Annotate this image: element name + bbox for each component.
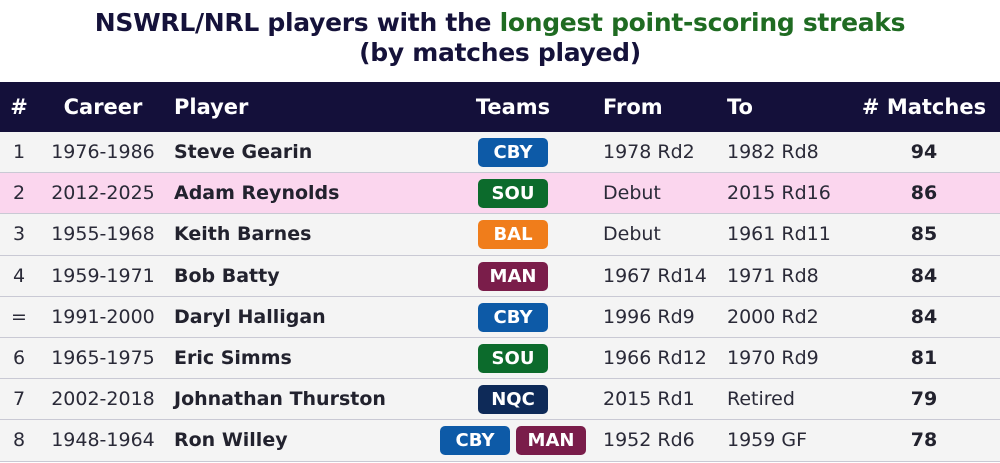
rank-cell: 6 xyxy=(12,346,26,369)
header-player: Player xyxy=(174,95,249,119)
player-cell: Keith Barnes xyxy=(174,223,312,246)
teams-cell: CBY xyxy=(410,297,616,338)
to-cell: 1970 Rd9 xyxy=(727,346,819,369)
player-cell: Johnathan Thurston xyxy=(174,388,386,411)
header-matches: # Matches xyxy=(861,95,987,119)
rank-cell: 8 xyxy=(12,429,26,452)
to-cell: 1961 Rd11 xyxy=(727,223,831,246)
matches-cell: 84 xyxy=(910,264,938,287)
header-from: From xyxy=(603,95,663,119)
career-cell: 1948-1964 xyxy=(51,429,155,452)
career-cell: 1991-2000 xyxy=(51,305,155,328)
player-cell: Adam Reynolds xyxy=(174,182,340,205)
table-row: = 1991-2000 Daryl Halligan CBY 1996 Rd9 2000 … xyxy=(0,296,1000,338)
title-accent: longest point-scoring streaks xyxy=(499,8,906,37)
player-cell: Eric Simms xyxy=(174,346,292,369)
to-cell: 2000 Rd2 xyxy=(727,305,819,328)
team-badge-bal: BAL xyxy=(478,220,548,250)
teams-badge-group: CBY xyxy=(410,132,616,173)
table-row: 3 1955-1968 Keith Barnes BAL Debut 1961 Rd11 8… xyxy=(0,214,1000,256)
table-body: 1 1976-1986 Steve Gearin CBY 1978 Rd2 1982 Rd… xyxy=(0,132,1000,462)
player-cell: Daryl Halligan xyxy=(174,305,326,328)
teams-badge-group: MAN xyxy=(410,256,616,297)
to-cell: 1959 GF xyxy=(727,429,808,452)
teams-badge-group: SOU xyxy=(410,173,616,214)
table-row: 2 2012-2025 Adam Reynolds SOU Debut 2015 Rd16… xyxy=(0,173,1000,215)
teams-cell: SOU xyxy=(410,338,616,379)
team-badge-cby: CBY xyxy=(440,426,510,456)
to-cell: 1982 Rd8 xyxy=(727,141,819,163)
teams-cell: CBY MAN xyxy=(410,420,616,461)
team-badge-nqc: NQC xyxy=(478,385,548,415)
header-rank: # xyxy=(10,95,28,119)
from-cell: Debut xyxy=(603,182,661,205)
title-prefix: NSWRL/NRL players with the xyxy=(94,8,500,37)
team-badge-man: MAN xyxy=(478,261,548,291)
header-teams: Teams xyxy=(475,95,551,119)
from-cell: 1952 Rd6 xyxy=(603,429,695,452)
career-cell: 1976-1986 xyxy=(51,141,155,163)
rank-cell: 1 xyxy=(12,141,26,163)
team-badge-cby: CBY xyxy=(478,138,548,167)
teams-cell: SOU xyxy=(410,173,616,214)
career-cell: 1965-1975 xyxy=(51,346,155,369)
matches-cell: 81 xyxy=(910,346,938,369)
career-cell: 1959-1971 xyxy=(51,264,155,287)
team-badge-cby: CBY xyxy=(478,302,548,332)
from-cell: Debut xyxy=(603,223,661,246)
table-row: 1 1976-1986 Steve Gearin CBY 1978 Rd2 1982 Rd… xyxy=(0,132,1000,174)
team-badge-sou: SOU xyxy=(478,179,548,209)
rank-cell: 4 xyxy=(12,264,26,287)
player-cell: Steve Gearin xyxy=(174,141,313,163)
player-cell: Bob Batty xyxy=(174,264,280,287)
table-row: 4 1959-1971 Bob Batty MAN 1967 Rd14 1971 Rd8 8… xyxy=(0,255,1000,297)
teams-badge-group: CBY MAN xyxy=(410,420,616,461)
matches-cell: 78 xyxy=(910,429,938,452)
teams-cell: CBY xyxy=(410,132,616,173)
matches-cell: 79 xyxy=(910,388,938,411)
table-row: 8 1948-1964 Ron Willey CBY MAN 1952 Rd6 1959 G… xyxy=(0,420,1000,462)
rank-cell: 7 xyxy=(12,388,26,411)
from-cell: 2015 Rd1 xyxy=(603,388,695,411)
teams-cell: NQC xyxy=(410,379,616,420)
matches-cell: 86 xyxy=(910,182,938,205)
teams-badge-group: SOU xyxy=(410,338,616,379)
career-cell: 2002-2018 xyxy=(51,388,155,411)
teams-cell: BAL xyxy=(410,214,616,255)
table-header: # Career Player Teams From To # Matches xyxy=(0,82,1000,132)
header-career: Career xyxy=(63,95,143,119)
teams-badge-group: CBY xyxy=(410,297,616,338)
matches-cell: 94 xyxy=(910,141,938,163)
rank-cell: = xyxy=(11,305,27,328)
to-cell: 1971 Rd8 xyxy=(727,264,819,287)
team-badge-sou: SOU xyxy=(478,343,548,373)
matches-cell: 84 xyxy=(910,305,938,328)
matches-cell: 85 xyxy=(910,223,938,246)
from-cell: 1967 Rd14 xyxy=(603,264,707,287)
table-row: 7 2002-2018 Johnathan Thurston NQC 2015 Rd1 R… xyxy=(0,379,1000,421)
from-cell: 1996 Rd9 xyxy=(603,305,695,328)
career-cell: 1955-1968 xyxy=(51,223,155,246)
career-cell: 2012-2025 xyxy=(51,182,155,205)
teams-badge-group: BAL xyxy=(410,214,616,255)
team-badge-man: MAN xyxy=(516,426,586,456)
from-cell: 1978 Rd2 xyxy=(603,141,695,163)
table-row: 6 1965-1975 Eric Simms SOU 1966 Rd12 1970 Rd9… xyxy=(0,337,1000,380)
teams-cell: MAN xyxy=(410,256,616,297)
teams-badge-group: NQC xyxy=(410,379,616,420)
title-line-2: (by matches played) xyxy=(359,38,641,67)
to-cell: Retired xyxy=(727,388,795,411)
rank-cell: 3 xyxy=(12,223,26,246)
rank-cell: 2 xyxy=(12,182,26,205)
chart-title: NSWRL/NRL players with the longest point… xyxy=(0,8,1000,68)
player-cell: Ron Willey xyxy=(174,429,288,452)
from-cell: 1966 Rd12 xyxy=(603,346,707,369)
to-cell: 2015 Rd16 xyxy=(727,182,831,205)
header-to: To xyxy=(727,95,753,119)
title-line-1: NSWRL/NRL players with the longest point… xyxy=(0,8,1000,38)
streaks-table: # Career Player Teams From To # Matches … xyxy=(0,82,1000,462)
